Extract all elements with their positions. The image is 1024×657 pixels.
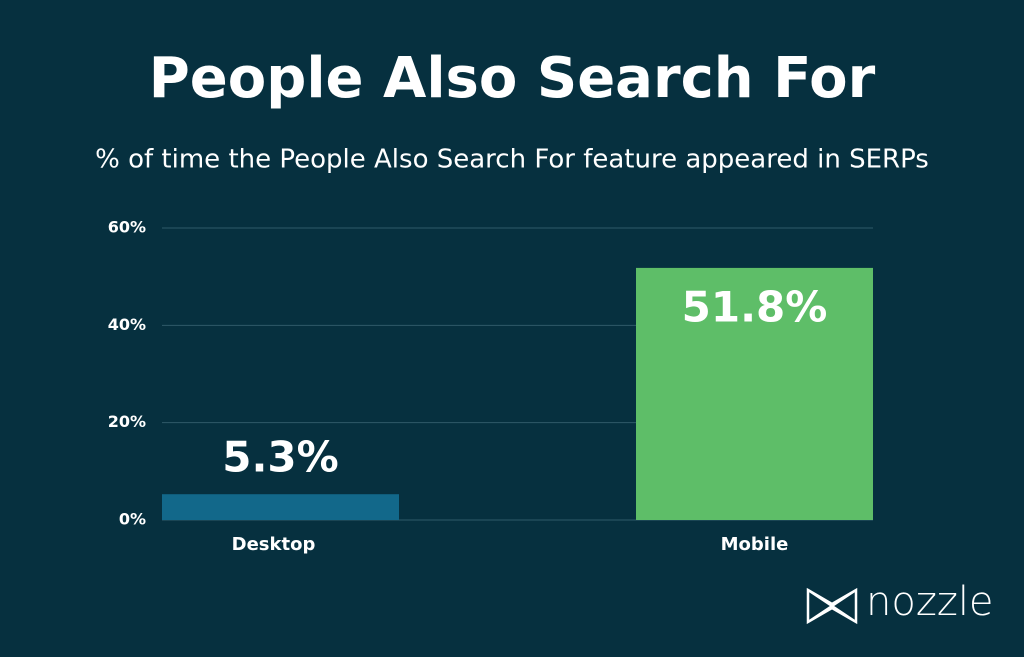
y-tick-label: 0% (119, 510, 146, 529)
brand-name: nozzle (866, 579, 994, 625)
value-label: 5.3% (222, 433, 338, 482)
logo: nozzle (806, 579, 994, 625)
bar (162, 494, 399, 520)
x-tick-label: Desktop (232, 534, 316, 555)
y-tick-label: 20% (108, 412, 146, 431)
logo-icon (806, 587, 858, 625)
chart-title: People Also Search For (149, 46, 876, 111)
y-tick-label: 60% (108, 218, 146, 237)
bar (636, 267, 873, 520)
value-label: 51.8% (682, 282, 828, 331)
x-tick-label: Mobile (721, 534, 789, 555)
chart-subtitle: % of time the People Also Search For fea… (95, 145, 929, 175)
y-tick-label: 40% (108, 315, 146, 334)
